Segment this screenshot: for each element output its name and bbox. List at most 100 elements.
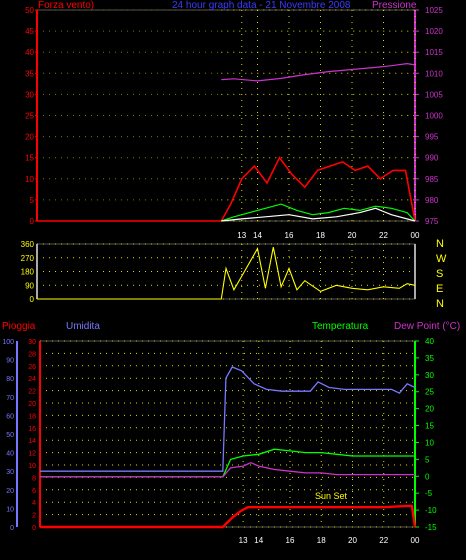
panel3-temperature-tick-label: 25 [425,388,434,397]
panel3-rain-tick-label: 6 [32,488,36,495]
panel1-right-tick-label: 975 [425,217,439,226]
panel1-left-tick-label: 15 [25,154,34,163]
panel3-temperature-tick-label: -15 [425,523,437,532]
panel3-rain-tick-label: 26 [28,364,36,371]
panel1-x-tick-label: 20 [348,231,357,240]
panel3-series-dewpoint [40,461,415,478]
panel2-tick-label: 180 [21,268,35,277]
compass-label-s: S [436,268,444,280]
panel3-series-rain [40,504,417,529]
panel2-series-direction [37,246,416,300]
panel1-right-tick-label: 1005 [425,90,443,99]
panel1-left-tick-label: 0 [30,217,35,226]
panel3-x-tick-label: 14 [254,536,263,545]
compass-label-w: W [436,253,447,265]
panel3-x-tick-label: 22 [379,536,388,545]
panel2-tick-label: 360 [21,240,35,249]
panel3-x-tick-label: 00 [411,536,420,545]
panel1-left-tick-label: 5 [30,196,35,205]
panel1-right-tick-label: 980 [425,196,439,205]
panel3-x-tick-label: 20 [348,536,357,545]
panel1-right-tick-label: 985 [425,175,439,184]
panel3-x-tick-label: 18 [317,536,326,545]
panel1-frame [36,9,416,222]
panel3-humidity-tick-label: 90 [6,358,14,365]
panel1-right-tick-label: 1010 [425,69,443,78]
compass-label-e: E [436,283,444,295]
panel3-series-temperature [40,448,415,478]
panel2-tick-label: 270 [21,254,35,263]
panel3-temperature-tick-label: 15 [425,422,434,431]
panel1-right-tick-label: 995 [425,133,439,142]
panel3-frame [39,340,416,528]
compass-label-n-bottom: N [436,298,444,310]
panel1-x-tick-label: 22 [379,231,388,240]
panel1-left-tick-label: 45 [25,27,34,36]
panel3-humidity-tick-label: 0 [10,525,14,532]
panel2-tick-label: 90 [25,281,34,290]
panel3-rain-tick-label: 12 [28,451,36,458]
panel3-humidity-tick-label: 40 [6,451,14,458]
panel3-temperature-tick-label: -10 [425,506,437,515]
panel3-rain-tick-label: 22 [28,389,36,396]
panel3-rain-tick-label: 0 [32,525,36,532]
panel1-left-tick-label: 35 [25,69,34,78]
panel3-rain-tick-label: 10 [28,463,36,470]
panel1-left-tick-label: 50 [25,6,34,15]
panel3-rain-tick-label: 20 [28,401,36,408]
panel3-temperature-tick-label: 35 [425,354,434,363]
panel3-rain-tick-label: 4 [32,500,36,507]
panel1-series-wind_avg [221,203,416,222]
rain-axis-title: Pioggia [2,321,36,332]
panel3-humidity-tick-label: 70 [6,395,14,402]
panel1-right-tick-label: 1015 [425,48,443,57]
panel1-x-tick-label: 16 [285,231,294,240]
panel3-rain-tick-label: 30 [28,339,36,346]
panel3-x-tick-label: 16 [286,536,295,545]
panel3-rain-tick-label: 28 [28,351,36,358]
panel3-humidity-tick-label: 10 [6,506,14,513]
humidity-axis-title: Umidita [66,321,100,332]
panel3-temperature-tick-label: 30 [425,371,434,380]
panel3-rain-tick-label: 14 [28,438,36,445]
panel1-x-tick-label: 18 [316,231,325,240]
panel3-rain-tick-label: 2 [32,513,36,520]
panel3-humidity-tick-label: 20 [6,488,14,495]
pressure-axis-title: Pressione [372,0,417,11]
panel1-left-tick-label: 30 [25,90,34,99]
panel1-left-tick-label: 10 [25,175,34,184]
panel3-humidity-tick-label: 50 [6,432,14,439]
panel1-right-tick-label: 1000 [425,112,443,121]
panel3-rain-tick-label: 16 [28,426,36,433]
panel3-humidity-tick-label: 80 [6,376,14,383]
panel1-right-tick-label: 990 [425,154,439,163]
panel3-temperature-tick-label: 5 [425,455,430,464]
panel3-rain-tick-label: 8 [32,475,36,482]
panel3-rain-tick-label: 18 [28,413,36,420]
sunset-annotation: Sun Set [315,491,348,501]
panel3-temperature-tick-label: 0 [425,472,430,481]
panel1-right-tick-label: 1020 [425,27,443,36]
panel1-left-tick-label: 25 [25,112,34,121]
panel1-x-tick-label: 13 [237,231,246,240]
panel3-humidity-tick-label: 30 [6,469,14,476]
panel1-x-tick-label: 14 [253,231,262,240]
panel3-temperature-tick-label: 40 [425,337,434,346]
panel1-series-gust [221,207,416,222]
panel1-x-tick-label: 00 [411,231,420,240]
temperature-axis-title: Temperatura [312,321,369,332]
dewpoint-axis-title: Dew Point (°C) [394,321,461,332]
panel1-series-pressure [221,62,416,82]
compass-label-n-top: N [436,238,444,250]
panel3-rain-tick-label: 24 [28,376,36,383]
panel3-temperature-tick-label: -5 [425,489,433,498]
panel1-right-tick-label: 1025 [425,6,443,15]
panel2-tick-label: 0 [30,295,35,304]
panel3-series-humidity [40,366,416,472]
panel3-humidity-tick-label: 60 [6,413,14,420]
panel3-temperature-tick-label: 10 [425,438,434,447]
panel1-left-tick-label: 40 [25,48,34,57]
panel1-left-tick-label: 20 [25,133,34,142]
